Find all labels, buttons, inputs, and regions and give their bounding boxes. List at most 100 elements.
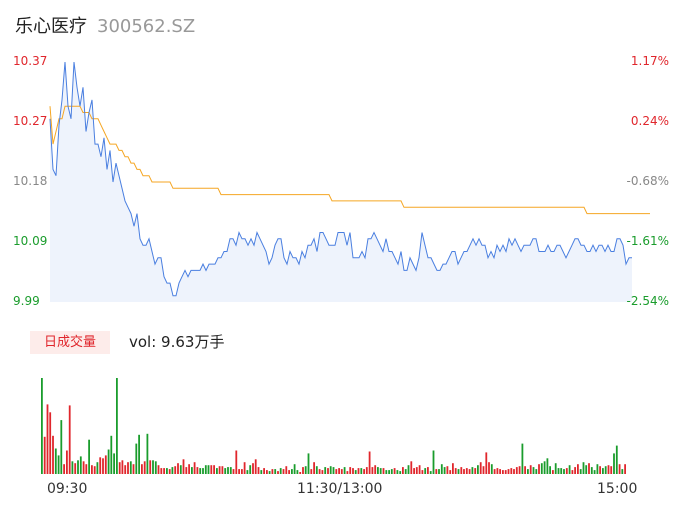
volume-bar — [624, 464, 626, 474]
volume-bar — [60, 420, 63, 474]
y-left-tick-3: 10.09 — [13, 234, 48, 248]
volume-bar — [54, 448, 57, 474]
x-tick-close: 15:00 — [597, 481, 638, 497]
volume-bar — [327, 468, 329, 474]
volume-bar — [227, 467, 229, 474]
volume-bar — [515, 467, 518, 474]
x-tick-open: 09:30 — [47, 481, 88, 497]
volume-bar — [332, 467, 335, 474]
volume-bar — [404, 469, 407, 474]
volume-bar — [399, 471, 402, 474]
y-left-tick-1: 10.27 — [13, 114, 48, 128]
volume-bar — [216, 468, 218, 474]
volume-bar — [68, 405, 71, 474]
volume-bar — [574, 467, 576, 474]
volume-bar — [593, 470, 596, 474]
volume-bar — [385, 470, 388, 474]
volume-bar — [299, 472, 302, 474]
volume-bar — [127, 462, 129, 474]
volume-bar — [390, 469, 393, 474]
volume-bar — [410, 461, 413, 474]
volume-bar — [279, 468, 282, 474]
volume-bar — [432, 450, 435, 474]
volume-bar — [288, 470, 290, 474]
volume-bar — [543, 461, 546, 474]
volume-bar — [252, 463, 254, 474]
volume-bar — [302, 467, 304, 474]
volume-bar — [79, 456, 82, 474]
volume-bar — [563, 469, 565, 474]
volume-bar — [579, 469, 582, 474]
volume-bar — [254, 459, 257, 474]
volume-bar — [191, 467, 193, 474]
volume-bar — [599, 466, 601, 474]
volume-bar — [282, 469, 285, 474]
volume-bar — [407, 465, 410, 474]
volume-bar — [118, 462, 121, 474]
volume-bar — [363, 469, 365, 474]
y-right-tick-3: -1.61% — [626, 234, 669, 248]
volume-bar — [607, 465, 610, 474]
volume-bar — [610, 466, 613, 474]
volume-bar — [310, 469, 313, 474]
y-right-tick-4: -2.54% — [626, 294, 669, 308]
volume-bar — [202, 468, 204, 474]
volume-bar — [229, 467, 232, 474]
volume-bar — [479, 462, 482, 474]
volume-bar — [360, 468, 363, 474]
volume-bar — [321, 470, 324, 474]
volume-bar — [354, 470, 357, 474]
volume-bar — [438, 469, 440, 474]
volume-bar — [110, 435, 113, 474]
volume-bar — [82, 461, 85, 474]
volume-bar — [43, 436, 46, 474]
volume-bar — [357, 468, 360, 474]
volume-bar — [63, 464, 65, 474]
daily-volume-tab[interactable]: 日成交量 — [30, 331, 110, 354]
volume-bar — [463, 469, 465, 474]
volume-bar — [210, 465, 213, 474]
volume-bar — [141, 464, 143, 474]
volume-bar — [193, 462, 196, 474]
volume-bar — [163, 468, 165, 474]
volume-bar — [496, 468, 499, 474]
volume-bar — [471, 467, 474, 474]
volume-bar — [179, 465, 182, 474]
volume-bar — [488, 462, 490, 474]
volume-readout: vol: 9.63万手 — [129, 333, 225, 351]
volume-bar — [154, 461, 157, 474]
volume-bar — [129, 461, 132, 474]
volume-bar — [527, 469, 529, 474]
volume-bar — [71, 461, 74, 474]
volume-bar — [465, 468, 468, 474]
volume-bar — [166, 468, 168, 474]
volume-bar — [188, 464, 190, 474]
volume-bar — [102, 458, 104, 474]
volume-bar — [468, 469, 471, 474]
volume-bar — [307, 453, 310, 474]
volume-bar — [418, 465, 421, 474]
volume-bar — [460, 467, 463, 474]
avg-price-line — [49, 105, 650, 215]
volume-bar — [52, 435, 54, 474]
volume-bar — [552, 470, 554, 474]
volume-bar — [268, 471, 271, 474]
volume-bar — [582, 462, 585, 474]
volume-bar — [318, 469, 321, 474]
volume-bar — [324, 467, 327, 474]
volume-bar — [532, 467, 535, 474]
volume-bar — [238, 469, 240, 474]
volume-bar — [621, 469, 624, 474]
volume-bar — [116, 378, 118, 474]
volume-bar — [249, 465, 252, 474]
volume-bar — [415, 467, 418, 474]
volume-bar — [402, 467, 404, 474]
volume-bar — [549, 466, 551, 474]
volume-bar — [241, 469, 243, 474]
volume-bar — [135, 443, 138, 474]
volume-bar — [257, 467, 260, 474]
volume-bar — [499, 469, 501, 474]
volume-bar — [474, 468, 477, 474]
volume-bar — [393, 468, 396, 474]
